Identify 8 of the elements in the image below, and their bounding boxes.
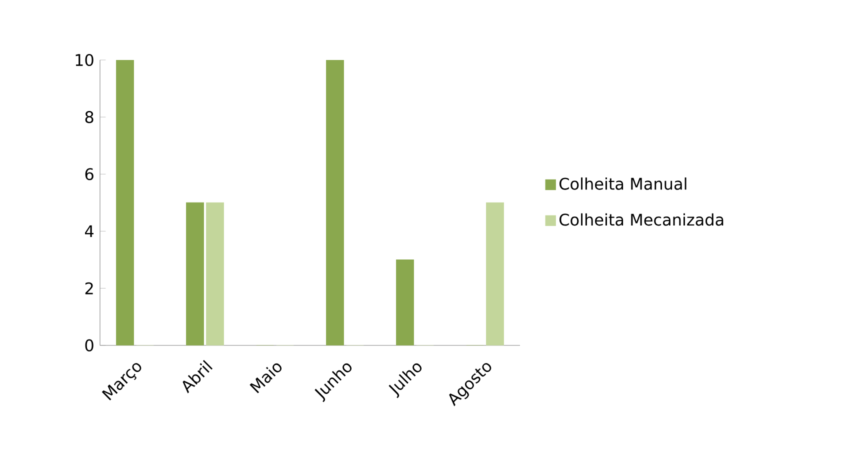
y-tick-label: 0: [85, 339, 94, 352]
y-tick-label: 2: [85, 282, 93, 294]
y-tick-label: 4: [84, 225, 94, 238]
legend-label: Colheita Manual: [560, 177, 686, 190]
y-tick-label: 6: [85, 168, 94, 180]
legend-label: Colheita Mecanizada: [560, 213, 724, 226]
y-tick-label: 10: [76, 54, 94, 66]
y-tick-label: 8: [85, 111, 94, 124]
